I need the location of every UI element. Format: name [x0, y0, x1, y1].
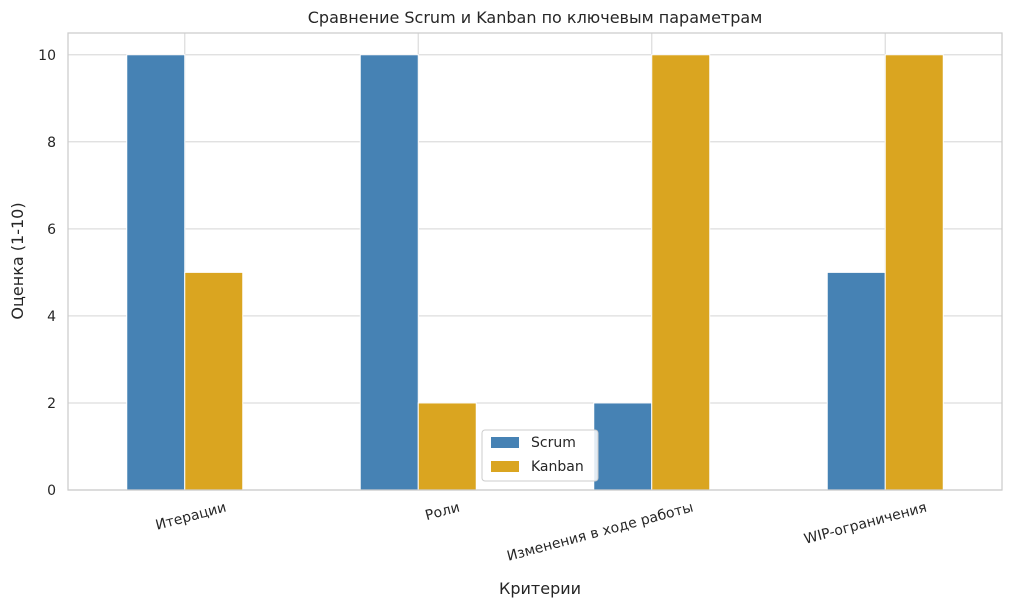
bar-kanban-2: [651, 54, 711, 491]
y-tick-labels: 0 2 4 6 8 10: [38, 48, 56, 499]
y-tick-label: 0: [47, 483, 56, 499]
x-tick-labels: Итерации Роли Изменения в ходе работы WIP-о…: [154, 500, 929, 565]
legend-label-kanban: Kanban: [531, 459, 584, 475]
y-axis-label: Оценка (1-10): [8, 202, 27, 319]
x-tick-label: Роли: [424, 500, 462, 525]
plot-frame: [67, 32, 1003, 491]
x-axis-label: Критерии: [499, 579, 581, 598]
x-tick-label: WIP-ограничения: [802, 500, 928, 548]
bar-scrum-1: [359, 54, 419, 491]
bar-scrum-3: [826, 271, 886, 491]
y-tick-label: 2: [47, 396, 56, 412]
bar-scrum-2: [593, 402, 653, 491]
chart-title: Сравнение Scrum и Kanban по ключевым пар…: [308, 8, 763, 27]
y-tick-label: 6: [47, 222, 56, 238]
legend-label-scrum: Scrum: [531, 435, 576, 451]
y-tick-label: 4: [47, 309, 56, 325]
y-tick-label: 10: [38, 48, 56, 64]
legend-swatch-scrum: [491, 437, 519, 448]
bar-kanban-0: [184, 271, 244, 491]
legend: Scrum Kanban: [481, 429, 599, 482]
bars: [126, 54, 944, 491]
x-tick-label: Итерации: [154, 500, 228, 534]
legend-swatch-kanban: [491, 461, 519, 472]
bar-kanban-3: [884, 54, 944, 491]
y-tick-label: 8: [47, 135, 56, 151]
x-tick-label: Изменения в ходе работы: [505, 500, 695, 565]
bar-kanban-1: [417, 402, 477, 491]
bar-scrum-0: [126, 54, 186, 491]
